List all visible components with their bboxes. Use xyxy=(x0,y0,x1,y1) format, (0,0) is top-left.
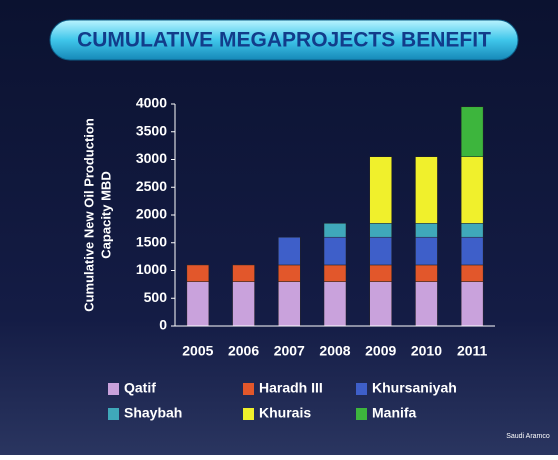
bar-segment xyxy=(278,281,301,327)
bar-segment xyxy=(278,236,301,266)
bar-segment xyxy=(186,281,210,327)
y-tick-label: 2500 xyxy=(136,178,167,194)
bar-segment xyxy=(186,264,210,282)
x-tick-label: 2006 xyxy=(228,343,259,359)
legend-label: Haradh III xyxy=(259,380,323,396)
legend-label: Khurais xyxy=(259,405,311,421)
x-tick-label: 2008 xyxy=(319,343,350,359)
x-tick-label: 2007 xyxy=(274,343,305,359)
bar-segment xyxy=(415,156,438,224)
bar-segment xyxy=(369,156,392,224)
legend-swatch xyxy=(356,408,367,420)
bar-segment xyxy=(460,156,484,224)
legend-swatch xyxy=(356,383,367,395)
legend-label: Qatif xyxy=(124,380,156,396)
bar-segment xyxy=(232,281,255,327)
y-tick-label: 4000 xyxy=(136,95,167,111)
y-axis-label: Cumulative New Oil Production xyxy=(81,118,96,312)
y-axis-label: Capacity MBD xyxy=(98,171,113,258)
legend-label: Khursaniyah xyxy=(372,380,457,396)
y-tick-label: 2000 xyxy=(136,206,167,222)
legend-label: Manifa xyxy=(372,405,417,421)
x-tick-label: 2010 xyxy=(411,343,442,359)
bar-segment xyxy=(323,236,347,266)
bar-segment xyxy=(278,264,301,282)
bar-segment xyxy=(460,106,484,157)
bar-segment xyxy=(460,236,484,266)
bar-segment xyxy=(415,236,438,266)
bar-segment xyxy=(415,223,438,238)
bar-segment xyxy=(232,264,255,282)
y-tick-label: 0 xyxy=(159,317,167,333)
x-tick-label: 2009 xyxy=(365,343,396,359)
y-tick-label: 1000 xyxy=(136,261,167,277)
y-tick-label: 3500 xyxy=(136,122,167,138)
legend-swatch xyxy=(243,383,254,395)
bar-segment xyxy=(323,281,347,327)
logo-text: Saudi Aramco xyxy=(506,433,550,440)
bar-segment xyxy=(460,281,484,327)
bar-segment xyxy=(460,264,484,282)
title-banner xyxy=(49,19,519,61)
bar-segment xyxy=(369,223,392,238)
bar-segment xyxy=(323,264,347,282)
x-tick-label: 2011 xyxy=(457,343,488,359)
legend-swatch xyxy=(108,408,119,420)
bar-segment xyxy=(415,264,438,282)
bar-segment xyxy=(369,281,392,327)
bar-segment xyxy=(460,223,484,238)
x-tick-label: 2005 xyxy=(182,343,213,359)
legend-label: Shaybah xyxy=(124,405,182,421)
y-tick-label: 3000 xyxy=(136,150,167,166)
y-tick-label: 500 xyxy=(144,289,168,305)
y-tick-label: 1500 xyxy=(136,233,167,249)
chart-title: CUMULATIVE MEGAPROJECTS BENEFIT xyxy=(77,29,491,52)
legend-swatch xyxy=(108,383,119,395)
bar-segment xyxy=(415,281,438,327)
bar-segment xyxy=(323,223,347,238)
bar-segment xyxy=(369,264,392,282)
bar-segment xyxy=(369,236,392,266)
legend-swatch xyxy=(243,408,254,420)
